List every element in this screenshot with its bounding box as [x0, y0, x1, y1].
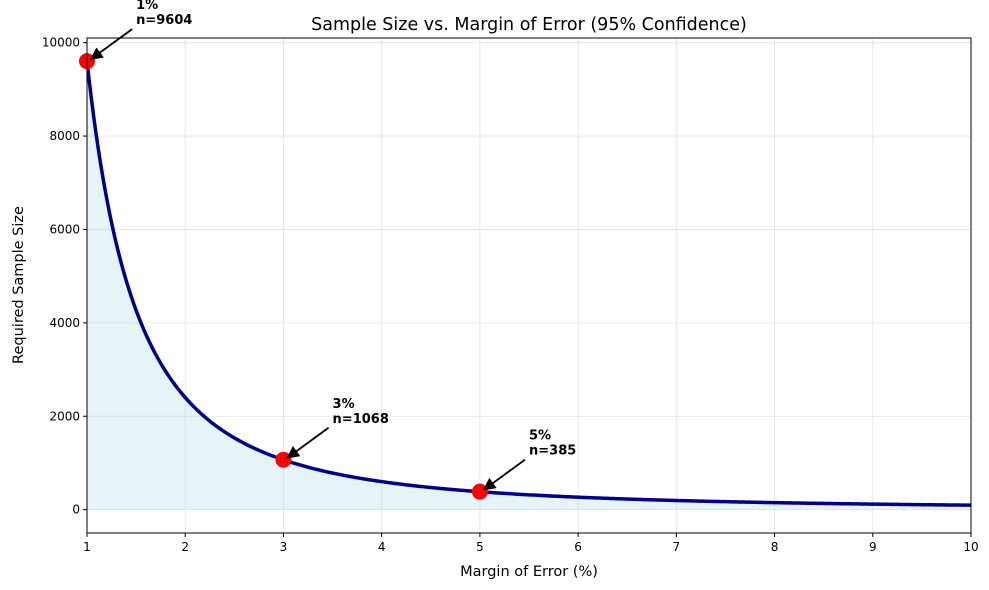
annotation-percent: 1%	[136, 0, 158, 13]
x-tick-label: 2	[181, 540, 189, 554]
x-axis: 1 2 3 4 5 6 7 8 9 10	[83, 533, 979, 554]
y-tick-label: 0	[72, 503, 80, 517]
annotation-arrow	[482, 458, 526, 491]
x-axis-label: Margin of Error (%)	[460, 564, 598, 580]
x-tick-label: 8	[771, 540, 779, 554]
annotation-percent: 5%	[529, 429, 551, 444]
y-tick-label: 2000	[49, 409, 80, 423]
annotation-arrow	[286, 427, 330, 459]
x-tick-label: 6	[574, 540, 582, 554]
annotation-sample-size: n=9604	[136, 13, 192, 28]
annotation-percent: 3%	[333, 397, 355, 412]
grid	[86, 38, 972, 533]
annotation-arrow	[89, 28, 133, 60]
y-axis-label: Required Sample Size	[11, 206, 27, 364]
x-tick-label: 10	[963, 540, 978, 554]
chart-title: Sample Size vs. Margin of Error (95% Con…	[311, 15, 747, 35]
x-tick-label: 4	[378, 540, 386, 554]
line-layer	[87, 60, 971, 507]
plot-frame	[86, 37, 972, 534]
annotation-sample-size: n=1068	[333, 412, 389, 427]
x-tick-label: 3	[280, 540, 288, 554]
highlight-point	[471, 483, 488, 500]
y-tick-label: 6000	[49, 222, 80, 236]
x-tick-label: 9	[869, 540, 877, 554]
y-tick-label: 4000	[49, 316, 80, 330]
annotations-layer: 1%n=9604 3%n=1068 5%n=385	[89, 0, 576, 491]
series-line	[87, 60, 971, 507]
y-tick-label: 8000	[49, 129, 80, 143]
x-tick-label: 1	[83, 540, 91, 554]
area-fill	[87, 61, 971, 510]
highlight-point	[275, 451, 292, 468]
y-tick-label: 10000	[42, 36, 80, 50]
x-tick-label: 5	[476, 540, 484, 554]
area-fill-layer	[87, 61, 971, 510]
annotation-sample-size: n=385	[529, 444, 576, 459]
y-axis: 0 2000 4000 6000 8000 10000	[42, 36, 87, 517]
x-tick-label: 7	[673, 540, 681, 554]
